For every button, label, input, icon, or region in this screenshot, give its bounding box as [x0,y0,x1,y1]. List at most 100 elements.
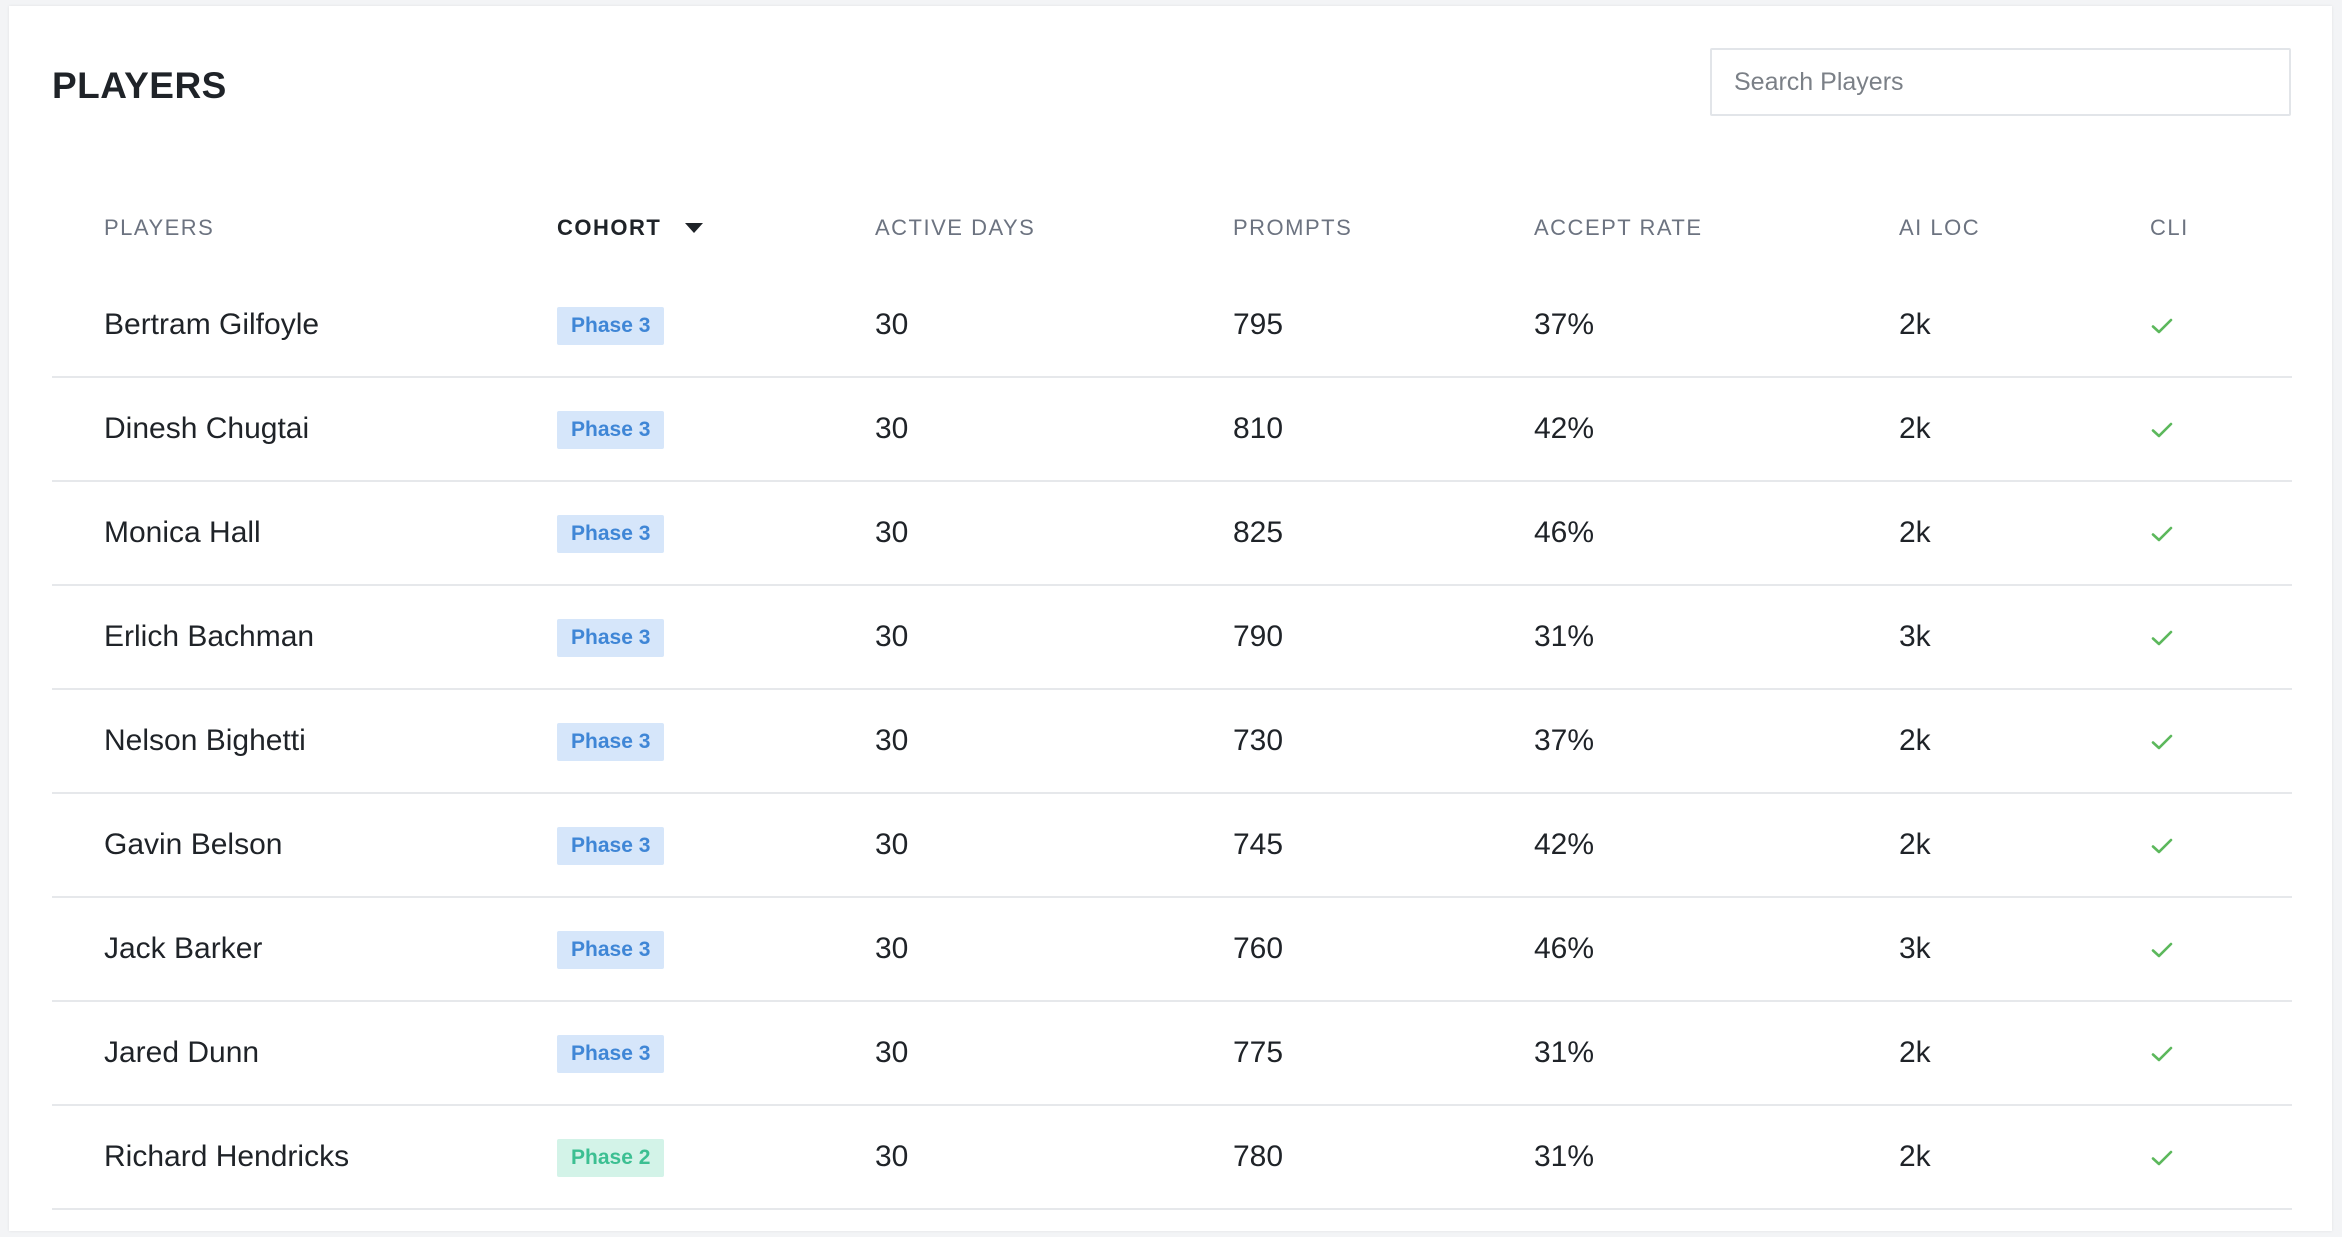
cohort-cell: Phase 3 [557,690,665,792]
accept-rate-value: 37% [1534,724,1595,757]
table-row[interactable]: Nelson Bighetti Phase 3 30 730 37% 2k [52,690,2292,794]
ai-loc-value: 2k [1899,308,1931,341]
check-icon [2151,838,2173,854]
cli-cell [2150,586,2174,688]
cohort-cell: Phase 2 [557,1106,665,1208]
players-table: PLAYERS COHORT ACTIVE DAYS PROMPTS ACCEP… [52,182,2292,1210]
player-name[interactable]: Dinesh Chugtai [104,412,310,445]
player-name[interactable]: Jared Dunn [104,1036,260,1069]
active-days-value: 30 [875,932,909,965]
ai-loc-value: 2k [1899,1140,1931,1173]
active-days-value: 30 [875,308,909,341]
active-days-value: 30 [875,620,909,653]
cohort-badge: Phase 3 [557,515,665,554]
ai-loc-value: 2k [1899,412,1931,445]
cohort-cell: Phase 3 [557,898,665,1000]
player-name[interactable]: Jack Barker [104,932,263,965]
table-row[interactable]: Monica Hall Phase 3 30 825 46% 2k [52,482,2292,586]
cohort-badge: Phase 3 [557,619,665,658]
player-name[interactable]: Richard Hendricks [104,1140,350,1173]
cohort-cell: Phase 3 [557,794,665,896]
active-days-value: 30 [875,1140,909,1173]
player-name[interactable]: Monica Hall [104,516,261,549]
column-header-accept-rate[interactable]: ACCEPT RATE [1534,215,1703,240]
prompts-value: 825 [1233,516,1284,549]
table-row[interactable]: Dinesh Chugtai Phase 3 30 810 42% 2k [52,378,2292,482]
prompts-value: 745 [1233,828,1284,861]
accept-rate-value: 37% [1534,308,1595,341]
accept-rate-value: 46% [1534,516,1595,549]
cli-cell [2150,1002,2174,1104]
table-row[interactable]: Bertram Gilfoyle Phase 3 30 795 37% 2k [52,274,2292,378]
table-row[interactable]: Jared Dunn Phase 3 30 775 31% 2k [52,1002,2292,1106]
cohort-badge: Phase 3 [557,1035,665,1074]
page-title: PLAYERS [52,65,227,106]
cli-cell [2150,690,2174,792]
player-name[interactable]: Erlich Bachman [104,620,315,653]
accept-rate-value: 31% [1534,1140,1595,1173]
check-icon [2151,318,2173,334]
table-body: Bertram Gilfoyle Phase 3 30 795 37% 2k Dinesh … [52,274,2292,1210]
player-name[interactable]: Gavin Belson [104,828,283,861]
ai-loc-value: 3k [1899,932,1931,965]
cohort-cell: Phase 3 [557,378,665,480]
cohort-cell: Phase 3 [557,274,665,376]
prompts-value: 790 [1233,620,1284,653]
active-days-value: 30 [875,724,909,757]
player-name[interactable]: Nelson Bighetti [104,724,306,757]
cli-cell [2150,482,2174,584]
search-input[interactable] [1710,48,2291,116]
check-icon [2151,630,2173,646]
cohort-cell: Phase 3 [557,482,665,584]
ai-loc-value: 3k [1899,620,1931,653]
cohort-cell: Phase 3 [557,586,665,688]
cohort-badge: Phase 2 [557,1139,665,1178]
ai-loc-value: 2k [1899,828,1931,861]
cli-cell [2150,898,2174,1000]
prompts-value: 795 [1233,308,1284,341]
active-days-value: 30 [875,412,909,445]
table-header: PLAYERS COHORT ACTIVE DAYS PROMPTS ACCEP… [52,182,2292,274]
column-header-cli[interactable]: CLI [2150,215,2189,240]
check-icon [2151,422,2173,438]
check-icon [2151,942,2173,958]
accept-rate-value: 42% [1534,828,1595,861]
cohort-cell: Phase 3 [557,1002,665,1104]
prompts-value: 730 [1233,724,1284,757]
column-header-prompts[interactable]: PROMPTS [1233,215,1353,240]
cohort-badge: Phase 3 [557,827,665,866]
active-days-value: 30 [875,516,909,549]
player-name[interactable]: Bertram Gilfoyle [104,308,320,341]
prompts-value: 775 [1233,1036,1284,1069]
cohort-badge: Phase 3 [557,307,665,346]
table-row[interactable]: Jack Barker Phase 3 30 760 46% 3k [52,898,2292,1002]
accept-rate-value: 31% [1534,620,1595,653]
caret-down-icon[interactable] [685,223,704,233]
check-icon [2151,1150,2173,1166]
prompts-value: 760 [1233,932,1284,965]
table-row[interactable]: Erlich Bachman Phase 3 30 790 31% 3k [52,586,2292,690]
column-header-active-days[interactable]: ACTIVE DAYS [875,215,1036,240]
active-days-value: 30 [875,828,909,861]
ai-loc-value: 2k [1899,1036,1931,1069]
check-icon [2151,1046,2173,1062]
prompts-value: 810 [1233,412,1284,445]
cli-cell [2150,274,2174,376]
accept-rate-value: 31% [1534,1036,1595,1069]
table-row[interactable]: Richard Hendricks Phase 2 30 780 31% 2k [52,1106,2292,1210]
column-header-ai-loc[interactable]: AI LOC [1899,215,1981,240]
accept-rate-value: 42% [1534,412,1595,445]
check-icon [2151,526,2173,542]
players-panel: PLAYERS PLAYERS COHORT ACTIVE DAYS PROMP… [9,6,2332,1231]
column-header-cohort[interactable]: COHORT [557,182,704,274]
ai-loc-value: 2k [1899,724,1931,757]
accept-rate-value: 46% [1534,932,1595,965]
check-icon [2151,734,2173,750]
cohort-badge: Phase 3 [557,723,665,762]
cohort-badge: Phase 3 [557,931,665,970]
active-days-value: 30 [875,1036,909,1069]
table-row[interactable]: Gavin Belson Phase 3 30 745 42% 2k [52,794,2292,898]
ai-loc-value: 2k [1899,516,1931,549]
column-header-players[interactable]: PLAYERS [104,215,215,240]
cli-cell [2150,1106,2174,1208]
